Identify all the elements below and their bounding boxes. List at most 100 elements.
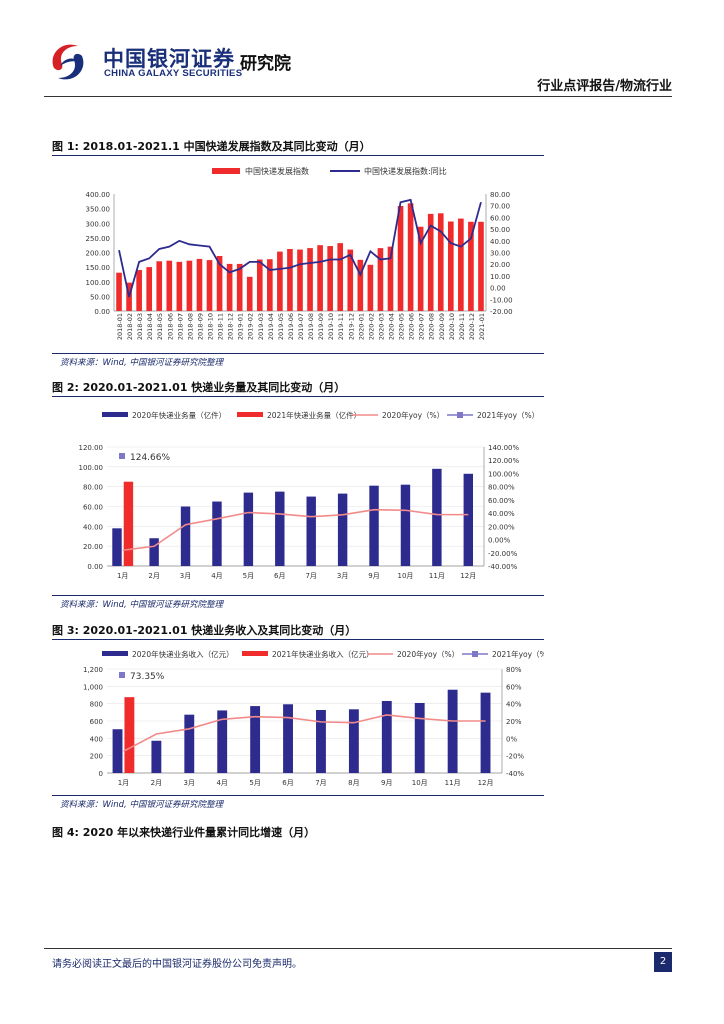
fig3-bar-2020 [250, 706, 261, 773]
fig1-bar [136, 270, 142, 311]
fig1-y-tick-right: 80.00 [490, 191, 510, 199]
fig1-bar [116, 272, 122, 311]
fig2-legend-marker-yoy2021 [457, 412, 463, 418]
fig1-x-tick: 2018-11 [217, 313, 225, 340]
fig1-bar [226, 263, 233, 311]
fig1-x-tick: 2019-04 [267, 313, 275, 340]
fig3-yoy2021-label: 73.35% [130, 672, 165, 682]
fig1-x-tick: 2019-06 [287, 313, 295, 340]
fig1-y-tick-right: 20.00 [490, 261, 510, 269]
institute-label: 研究院 [240, 54, 291, 74]
fig1-bar [478, 221, 484, 311]
fig3-bar-2020 [151, 740, 162, 773]
fig1-bar [256, 259, 263, 311]
fig2-bar-2020 [112, 528, 122, 566]
fig3-bar-2020 [217, 710, 228, 773]
fig1-x-tick: 2020-06 [408, 313, 416, 340]
fig3-x-tick: 12月 [478, 779, 494, 787]
fig3-legend-marker-yoy2021 [472, 651, 478, 657]
fig1-y-tick-left: 100.00 [86, 279, 111, 287]
fig2-y-tick-right: 100.00% [488, 470, 519, 478]
fig3-chart: 2020年快递业务收入（亿元） 2021年快递业务收入（亿元） 2020年yoy（%… [83, 649, 544, 787]
fig3-bar-2020 [480, 692, 491, 773]
fig3-x-tick: 1月 [118, 779, 129, 787]
report-category: 行业点评报告/物流行业 [537, 79, 672, 94]
fig3-x-tick: 8月 [348, 779, 359, 787]
fig1-bar [156, 261, 163, 311]
fig1-bar [468, 221, 474, 311]
fig2-legend-label: 2021年快递业务量（亿件） [267, 410, 361, 420]
fig1-x-tick: 2019-03 [257, 313, 265, 340]
fig3-x-tick: 2月 [151, 779, 162, 787]
fig1-bar [246, 276, 253, 311]
fig1-bar [427, 213, 434, 311]
fig3-legend-label: 2020年yoy（%） [397, 649, 459, 659]
fig1-x-tick: 2018-10 [207, 313, 215, 340]
fig1-x-tick: 2018-01 [116, 313, 124, 340]
fig2-bar-2020 [180, 506, 191, 566]
fig3-x-tick: 5月 [249, 779, 260, 787]
fig1-x-tick: 2020-01 [357, 313, 365, 340]
fig1-bar [357, 259, 364, 311]
fig1-bar [196, 258, 203, 311]
fig2-x-tick: 9月 [368, 572, 379, 580]
fig1-x-tick: 2020-03 [377, 313, 385, 340]
fig2-y-tick-right: 40.00% [488, 510, 515, 518]
fig2-title: 图 2: 2020.01-2021.01 快递业务量及其同比变动（月） [52, 381, 346, 394]
fig2-legend-label: 2020年yoy（%） [382, 410, 444, 420]
fig1-x-tick: 2018-12 [227, 313, 235, 340]
fig3-top-rule [52, 639, 544, 640]
fig3-x-tick: 3月 [184, 779, 195, 787]
fig2-x-tick: 1月 [117, 572, 128, 580]
fig3-x-tick: 9月 [381, 779, 392, 787]
fig2-y-tick-right: 80.00% [488, 484, 515, 492]
fig3-y-tick-left: 1,000 [83, 683, 103, 691]
fig3-x-tick: 10月 [412, 779, 428, 787]
fig2-y-tick-left: 60.00 [83, 504, 103, 512]
fig1-bar [287, 248, 293, 311]
fig2-y-tick-left: 20.00 [83, 543, 103, 551]
fig1-bar [236, 263, 243, 311]
fig1-bar [397, 205, 404, 311]
fig3-bar-2020 [184, 714, 195, 773]
footer-disclaimer: 请务必阅读正文最后的中国银河证券股份公司免责声明。 [52, 959, 302, 970]
fig1-bar [206, 260, 213, 311]
fig1-y-tick-right: 70.00 [490, 203, 510, 211]
fig2-x-tick: 4月 [211, 572, 222, 580]
fig1-bar [437, 213, 444, 311]
fig2-bar-2020 [212, 501, 222, 566]
fig1-x-tick: 2020-08 [428, 313, 436, 340]
fig1-x-tick: 2018-06 [166, 313, 174, 340]
fig1-x-tick: 2019-01 [237, 313, 245, 340]
fig1-series-line [118, 198, 482, 298]
fig1-x-tick: 2018-05 [156, 313, 164, 340]
fig3-bottom-rule [52, 795, 544, 796]
fig1-legend-label: 中国快递发展指数:同比 [364, 166, 447, 176]
fig2-x-tick: 3月 [180, 572, 191, 580]
fig2-legend-label: 2021年yoy（%） [477, 410, 539, 420]
fig1-x-tick: 2020-02 [367, 313, 375, 340]
fig1-x-tick: 2018-07 [176, 313, 184, 340]
fig1-y-tick-left: 400.00 [86, 191, 111, 199]
fig1-y-tick-left: 50.00 [90, 293, 110, 301]
fig1-x-tick: 2019-05 [277, 313, 285, 340]
fig2-yoy2021-label: 124.66% [130, 453, 170, 463]
fig3-yoy2021-marker [119, 672, 125, 678]
fig3-bar-2020 [381, 700, 392, 773]
fig3-bar-2020 [348, 709, 359, 773]
fig3-legend-swatch-2021 [242, 651, 268, 656]
fig1-y-tick-right: -20.00 [490, 308, 513, 316]
fig1-x-tick: 2018-08 [186, 313, 194, 340]
fig2-x-tick: 6月 [274, 572, 285, 580]
galaxy-logo-icon [46, 40, 90, 84]
fig1-x-tick: 2019-08 [307, 313, 315, 340]
fig3-y-tick-right: 60% [506, 683, 522, 691]
fig3-y-tick-left: 800 [90, 701, 103, 709]
fig1-bar [166, 260, 173, 311]
fig1-x-tick: 2020-04 [387, 313, 395, 340]
fig1-bar [186, 260, 193, 311]
logo-en: CHINA GALAXY SECURITIES [104, 68, 243, 79]
fig1-bar [327, 246, 333, 311]
fig1-x-tick: 2019-02 [247, 313, 255, 340]
fig3-y-tick-left: 400 [90, 735, 103, 743]
